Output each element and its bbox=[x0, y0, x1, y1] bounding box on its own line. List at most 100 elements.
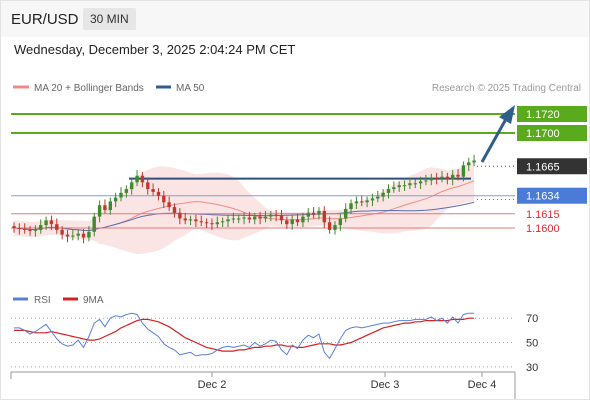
candle-bull bbox=[349, 203, 353, 209]
symbol-label: EUR/USD bbox=[11, 11, 79, 28]
candle-bull bbox=[418, 181, 423, 184]
legend-ma20-label: MA 20 + Bollinger Bands bbox=[34, 83, 144, 94]
candle-bear bbox=[178, 212, 182, 219]
credit-text: Research © 2025 Trading Central bbox=[432, 83, 581, 94]
candle-bear bbox=[327, 222, 332, 230]
candle-bull bbox=[39, 225, 43, 230]
price-legend: MA 20 + Bollinger Bands MA 50 bbox=[13, 83, 205, 94]
candle-bull bbox=[108, 201, 112, 210]
candle-bear bbox=[247, 217, 252, 220]
candle-bear bbox=[204, 222, 209, 224]
legend-rsi-label: RSI bbox=[34, 295, 51, 306]
candle-bull bbox=[370, 198, 375, 201]
candle-bull bbox=[467, 162, 471, 166]
levels-layer: 1.1720 1.1700 1.1665 1.1634 1.1615 1.1600 bbox=[11, 105, 587, 235]
candle-bull bbox=[231, 218, 236, 220]
candle-bull bbox=[461, 165, 466, 177]
rsi-layer: 70 50 30 bbox=[11, 312, 538, 374]
x-tick-label: Dec 2 bbox=[198, 379, 227, 391]
candle-bull bbox=[317, 210, 321, 215]
candle-bull bbox=[71, 235, 75, 237]
projection-arrow-head bbox=[499, 105, 515, 124]
candle-bear bbox=[274, 214, 278, 216]
projection-arrow-shaft bbox=[480, 118, 508, 163]
background-layer bbox=[13, 161, 475, 255]
candle-bull bbox=[92, 216, 96, 232]
candle-bull bbox=[376, 196, 380, 199]
candle-bull bbox=[381, 192, 385, 197]
candle-bull bbox=[226, 219, 230, 222]
rsi-ma-line bbox=[14, 317, 475, 352]
candle-bear bbox=[103, 205, 107, 210]
candles-layer bbox=[12, 154, 476, 244]
candle-bull bbox=[97, 205, 102, 217]
candle-bull bbox=[113, 197, 118, 202]
candle-bull bbox=[124, 189, 128, 193]
candle-bear bbox=[199, 221, 203, 223]
candle-bull bbox=[242, 217, 246, 219]
legend-rsi-ma-label: 9MA bbox=[83, 295, 104, 306]
bollinger-band bbox=[14, 161, 475, 255]
candle-bear bbox=[210, 223, 214, 225]
candle-bull bbox=[237, 218, 241, 220]
level-1-1615-label: 1.1615 bbox=[526, 209, 560, 221]
candle-bull bbox=[135, 175, 139, 183]
candle-bear bbox=[279, 215, 284, 221]
candle-bull bbox=[76, 233, 80, 236]
candle-bear bbox=[172, 207, 177, 213]
level-1-1720-label: 1.1720 bbox=[526, 109, 560, 121]
candle-bear bbox=[146, 182, 150, 190]
level-1-1700-tag bbox=[517, 125, 587, 141]
candle-bear bbox=[65, 234, 70, 237]
candle-bear bbox=[55, 224, 59, 230]
candle-bear bbox=[156, 191, 161, 196]
candle-bear bbox=[311, 212, 316, 215]
candle-bull bbox=[472, 160, 476, 163]
candle-bull bbox=[87, 231, 91, 238]
candle-bull bbox=[440, 176, 444, 179]
candle-bull bbox=[354, 201, 359, 204]
candle-bull bbox=[386, 189, 391, 193]
candle-bear bbox=[434, 177, 439, 179]
level-1-1720-tag bbox=[517, 106, 587, 122]
level-1-1600-label: 1.1600 bbox=[526, 223, 560, 235]
candle-bull bbox=[424, 180, 428, 182]
rsi-tick-label: 70 bbox=[526, 313, 538, 325]
candle-bear bbox=[194, 219, 198, 222]
candle-bull bbox=[44, 220, 48, 226]
candle-bear bbox=[445, 176, 449, 180]
candle-bear bbox=[49, 220, 54, 225]
candle-bull bbox=[220, 221, 225, 223]
rsi-tick-label: 50 bbox=[526, 338, 538, 350]
candle-bull bbox=[408, 183, 412, 186]
candle-bear bbox=[60, 229, 64, 235]
rsi-tick-label: 30 bbox=[526, 362, 538, 374]
candle-bear bbox=[322, 210, 326, 223]
candle-bull bbox=[301, 216, 305, 223]
level-1-1634-label: 1.1634 bbox=[526, 191, 560, 203]
candle-bull bbox=[365, 200, 369, 203]
level-1-1634-tag bbox=[517, 187, 587, 204]
legend-ma50-label: MA 50 bbox=[176, 83, 205, 94]
candle-bull bbox=[119, 192, 123, 198]
candle-bull bbox=[215, 222, 219, 225]
candle-bull bbox=[429, 177, 433, 181]
candle-bear bbox=[295, 219, 300, 223]
candle-bull bbox=[413, 183, 417, 185]
timeframe-badge[interactable]: 30 MIN bbox=[83, 8, 136, 30]
candle-bear bbox=[17, 228, 22, 229]
candle-bull bbox=[392, 187, 396, 190]
candle-bear bbox=[81, 233, 86, 238]
rsi-legend: RSI 9MA bbox=[13, 295, 104, 306]
candle-bear bbox=[456, 174, 460, 177]
candle-bull bbox=[290, 219, 294, 225]
candle-bull bbox=[451, 174, 455, 180]
candle-bull bbox=[269, 214, 273, 217]
candle-bear bbox=[167, 202, 171, 208]
candle-bear bbox=[151, 189, 155, 192]
candle-bear bbox=[12, 226, 16, 228]
candle-bull bbox=[402, 185, 407, 187]
candle-bull bbox=[344, 209, 348, 219]
candle-bull bbox=[397, 185, 401, 188]
